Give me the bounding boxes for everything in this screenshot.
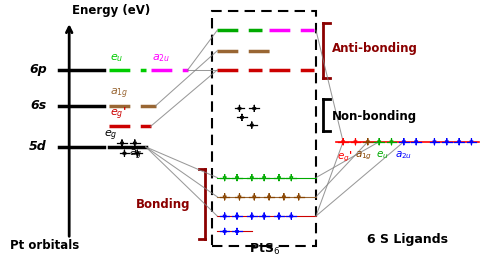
Text: $a_{2u}$: $a_{2u}$	[152, 52, 171, 64]
Text: Bonding: Bonding	[136, 198, 190, 211]
Text: Energy (eV): Energy (eV)	[72, 4, 150, 17]
Text: $e_u$: $e_u$	[376, 149, 389, 161]
Text: $e_g$: $e_g$	[104, 129, 117, 143]
Text: $e_g$': $e_g$'	[337, 149, 352, 164]
Text: $a_g$: $a_g$	[130, 147, 143, 162]
Text: Non-bonding: Non-bonding	[332, 110, 418, 123]
Text: 6 S Ligands: 6 S Ligands	[367, 233, 448, 246]
Text: PtS$_6$: PtS$_6$	[248, 242, 280, 257]
Text: $a_{1g}$: $a_{1g}$	[356, 149, 373, 162]
Text: 6p: 6p	[29, 63, 47, 76]
Text: 6s: 6s	[30, 99, 47, 112]
Text: $a_{2u}$: $a_{2u}$	[395, 149, 412, 161]
Text: Pt orbitals: Pt orbitals	[10, 239, 79, 252]
Text: Anti-bonding: Anti-bonding	[332, 42, 418, 55]
Text: $e_g$': $e_g$'	[110, 106, 126, 122]
Text: $e_u$: $e_u$	[110, 52, 124, 64]
Text: $a_{1g}$: $a_{1g}$	[110, 86, 128, 101]
Text: 5d: 5d	[29, 140, 47, 153]
